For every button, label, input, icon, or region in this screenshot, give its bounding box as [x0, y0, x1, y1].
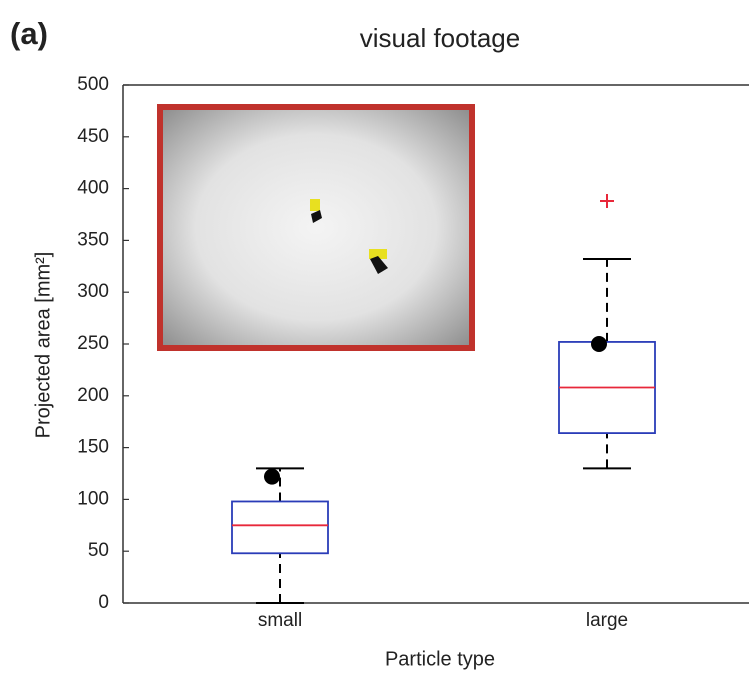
y-tick-label: 300: [77, 281, 109, 302]
y-tick-label: 450: [77, 126, 109, 147]
panel-label: (a): [10, 16, 48, 51]
x-axis-label: Particle type: [385, 648, 495, 670]
y-axis-label: Projected area [mm²]: [32, 252, 54, 439]
y-tick-label: 0: [98, 592, 109, 613]
box: [231, 500, 329, 555]
outlier: [600, 194, 614, 209]
y-tick-label: 500: [77, 74, 109, 95]
y-tick-label: 350: [77, 229, 109, 250]
point: [264, 468, 280, 485]
point: [591, 336, 607, 352]
x-tick-label: small: [258, 610, 302, 631]
y-tick-label: 200: [77, 385, 109, 406]
y-tick-label: 100: [77, 488, 109, 509]
x-tick-label: large: [586, 610, 628, 631]
inset-photo: [157, 104, 475, 351]
y-tick-label: 400: [77, 178, 109, 199]
chart-title: visual footage: [360, 23, 520, 53]
y-tick-label: 250: [77, 333, 109, 354]
y-tick-label: 50: [88, 540, 109, 561]
y-tick-label: 150: [77, 437, 109, 458]
